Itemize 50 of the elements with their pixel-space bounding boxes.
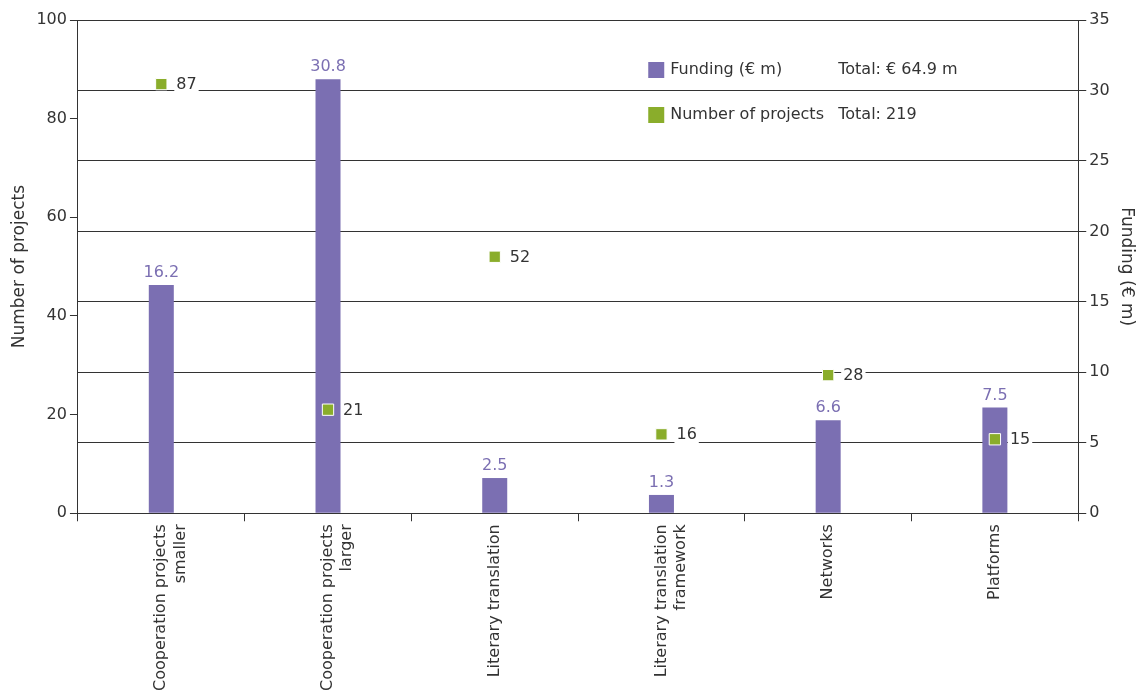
y2-tick-label: 20 (1089, 220, 1110, 240)
y2-tick-label: 35 (1089, 9, 1110, 29)
point (988, 433, 1002, 446)
y-tick-label: 60 (46, 206, 67, 226)
y-tick-label: 100 (36, 9, 67, 29)
x-tick-label: Cooperation projects larger (317, 523, 356, 691)
data-label: 16 (676, 424, 697, 444)
data-label: 87 (176, 74, 197, 94)
y2-tick-label: 25 (1089, 150, 1110, 170)
bar (148, 284, 174, 513)
bar (982, 407, 1008, 513)
data-label: 1.3 (648, 472, 675, 492)
x-tick-label: Literary translation framework (650, 523, 689, 678)
x-tick-label: Platforms (984, 524, 1004, 601)
y2-tick-label: 30 (1089, 79, 1110, 99)
bar (482, 478, 508, 513)
y-tick-label: 0 (56, 502, 67, 522)
data-label: 30.8 (310, 56, 346, 76)
point (822, 368, 835, 382)
point (321, 403, 335, 416)
bar (815, 420, 841, 513)
bar (315, 79, 341, 513)
data-label: 6.6 (815, 397, 841, 417)
data-label: 28 (843, 365, 864, 385)
point (155, 77, 168, 91)
legend-label: Number of projects (670, 104, 824, 124)
legend-label: Funding (€ m) (670, 59, 783, 79)
y2-tick-label: 15 (1089, 291, 1110, 311)
point (488, 250, 501, 263)
data-label: 16.2 (143, 262, 180, 282)
data-label: 15 (1009, 429, 1031, 449)
data-label: 7.5 (982, 384, 1008, 404)
data-label: 21 (343, 399, 364, 419)
bar (648, 494, 674, 513)
y2-tick-label: 10 (1089, 361, 1110, 381)
data-label: 2.5 (482, 455, 508, 475)
y-tick-label: 40 (46, 305, 67, 325)
y2-axis-title: Funding (€ m) (1118, 207, 1139, 327)
x-tick-label: Cooperation projects smaller (150, 523, 189, 691)
y-axis-title: Number of projects (7, 184, 28, 349)
y2-tick-label: 0 (1089, 502, 1100, 522)
y-tick-label: 80 (46, 107, 67, 127)
x-tick-label: Networks (817, 524, 837, 600)
x-tick-label: Literary translation (483, 524, 503, 678)
data-label: 52 (509, 246, 531, 266)
annotation: Total: 219 (837, 104, 917, 124)
point (655, 428, 668, 441)
annotation: Total: € 64.9 m (837, 59, 958, 79)
y2-tick-label: 5 (1089, 431, 1100, 451)
y-tick-label: 20 (46, 403, 67, 423)
